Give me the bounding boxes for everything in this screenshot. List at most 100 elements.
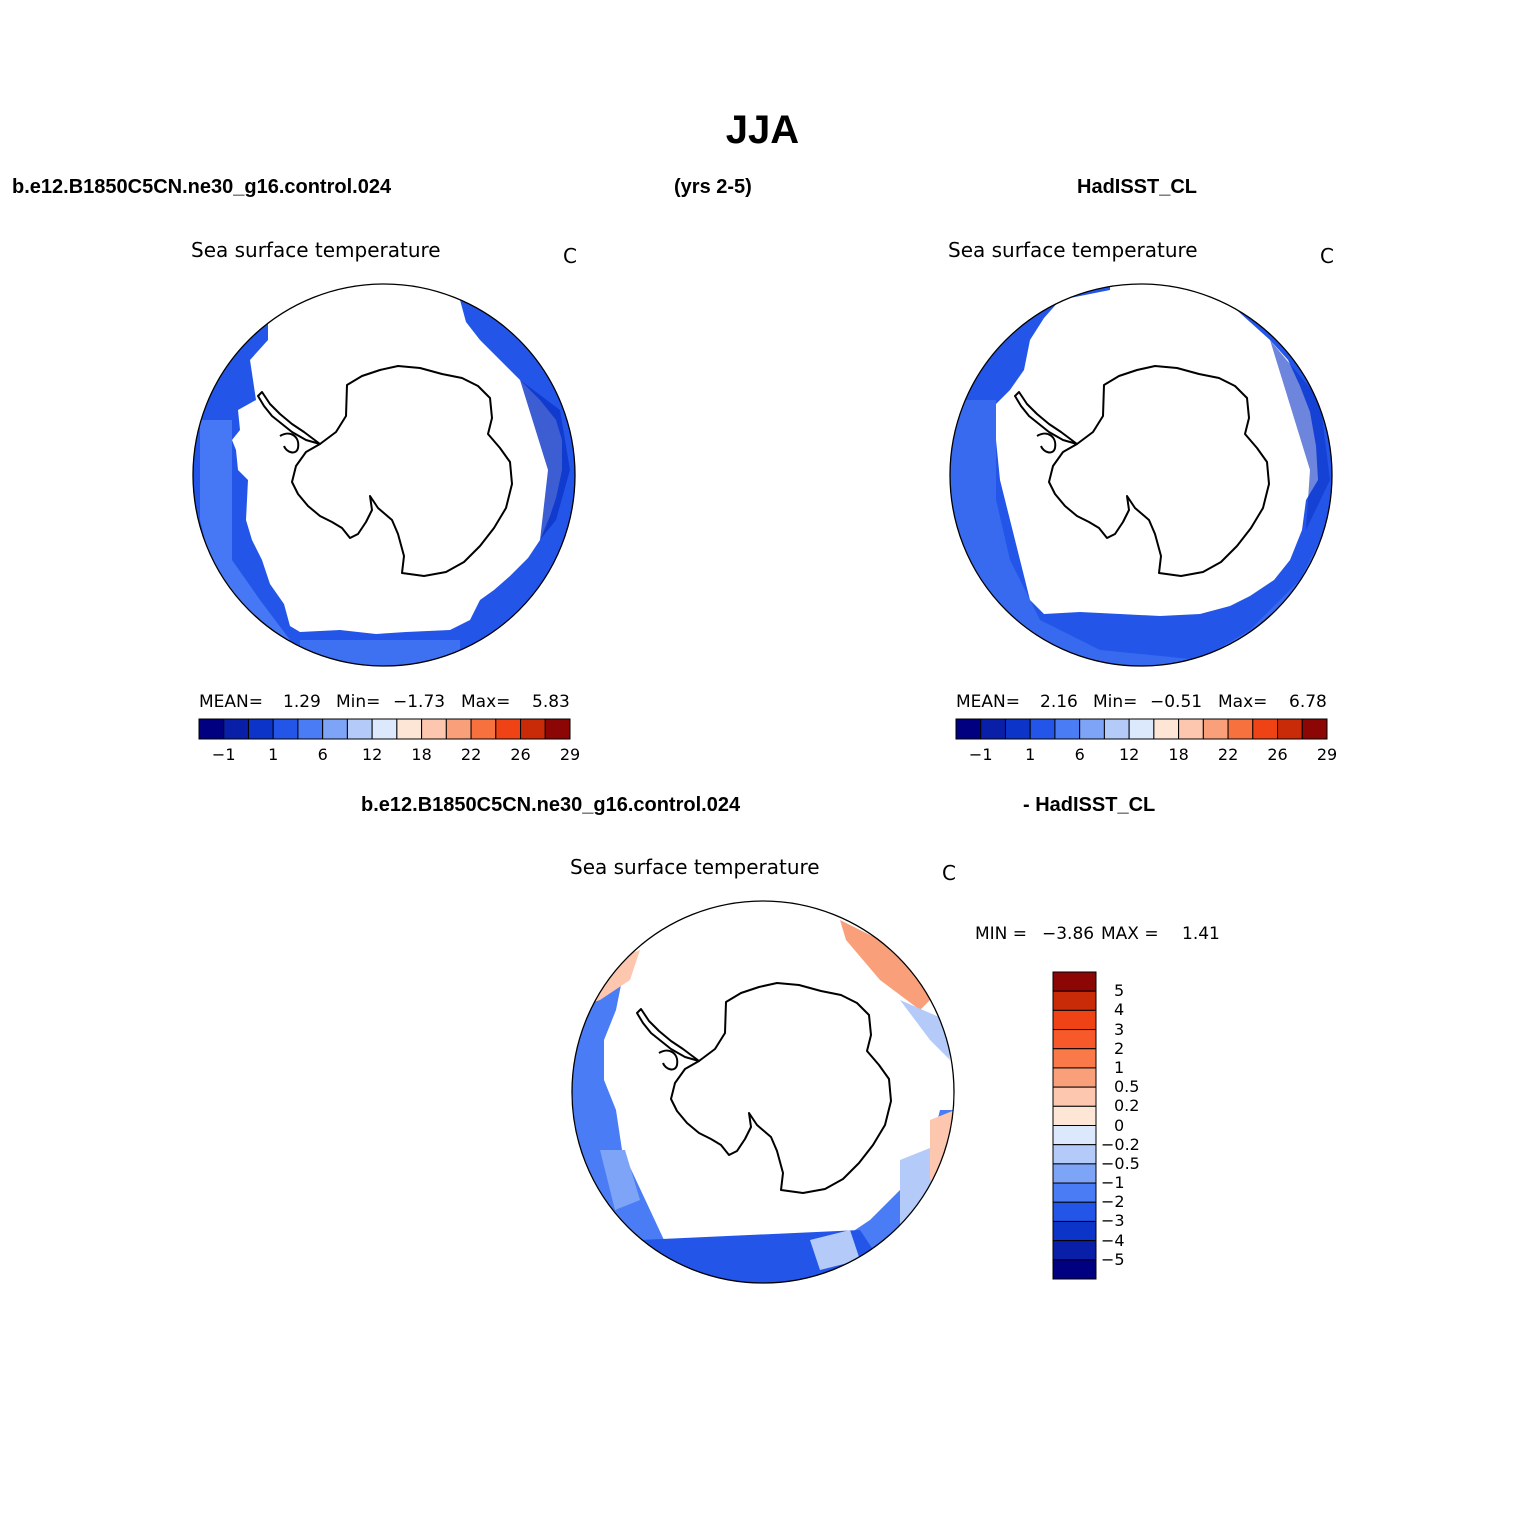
- figure-title: JJA: [725, 108, 800, 152]
- model-colorbar-box: [470, 718, 497, 740]
- diff-colorbar-tick-label: 3: [1114, 1019, 1125, 1039]
- obs-min-value: −0.51: [1150, 692, 1203, 712]
- diff-max-label: MAX =: [1101, 924, 1159, 944]
- model-colorbar: [198, 718, 571, 740]
- diff-colorbar-box: [1052, 1182, 1097, 1203]
- model-colorbar-box: [322, 718, 348, 740]
- obs-colorbar-box: [1079, 718, 1105, 740]
- model-colorbar-box: [520, 718, 546, 740]
- diff-colorbar-box: [1052, 1105, 1097, 1126]
- model-colorbar-box: [371, 718, 398, 740]
- obs-colorbar-box: [980, 718, 1006, 740]
- diff-colorbar-box: [1052, 1009, 1097, 1031]
- obs-colorbar-box: [1252, 718, 1279, 740]
- diff-colorbar-box: [1052, 1067, 1097, 1088]
- model-mean-value: 1.29: [283, 692, 321, 712]
- diff-header-case: b.e12.B1850C5CN.ne30_g16.control.024: [361, 794, 741, 816]
- obs-mean-value: 2.16: [1040, 692, 1078, 712]
- diff-colorbar-box: [1052, 1201, 1097, 1222]
- model-colorbar-box: [421, 718, 447, 740]
- model-min-value: −1.73: [393, 692, 446, 712]
- model-sst-map: [192, 283, 576, 667]
- diff-colorbar-tick-label: 4: [1114, 1000, 1125, 1020]
- model-colorbar-tick-label: 22: [460, 745, 482, 764]
- model-colorbar-box: [495, 718, 522, 740]
- obs-colorbar-tick-label: 18: [1168, 745, 1189, 764]
- diff-colorbar-tick-label: −4: [1101, 1230, 1125, 1250]
- obs-colorbar-box: [1227, 718, 1254, 740]
- header-years: (yrs 2-5): [674, 176, 752, 198]
- obs-colorbar-box: [1029, 718, 1056, 740]
- diff-colorbar-tick-label: 0.2: [1114, 1096, 1140, 1116]
- diff-min-label: MIN =: [975, 924, 1028, 944]
- model-colorbar-box: [297, 718, 324, 740]
- obs-colorbar-box: [955, 718, 982, 740]
- obs-colorbar-box: [1103, 718, 1130, 740]
- obs-colorbar: [955, 718, 1328, 740]
- diff-panel-unit: C: [942, 861, 956, 885]
- model-colorbar-tick-label: 18: [411, 745, 432, 764]
- diff-colorbar: [1052, 971, 1097, 1280]
- diff-colorbar-tick-label: 5: [1114, 981, 1125, 1001]
- obs-colorbar-box: [1128, 718, 1155, 740]
- model-ice-free-ocean: [193, 284, 575, 666]
- model-colorbar-box: [346, 718, 373, 740]
- diff-colorbar-box: [1052, 1163, 1097, 1184]
- diff-colorbar-tick-label: 2: [1114, 1038, 1125, 1058]
- diff-colorbar-box: [1052, 1048, 1097, 1069]
- diff-colorbar-tick-label: −3: [1101, 1211, 1125, 1231]
- obs-colorbar-box: [1178, 718, 1204, 740]
- model-colorbar-box: [272, 718, 299, 740]
- obs-colorbar-box: [1202, 718, 1229, 740]
- obs-min-label: Min=: [1093, 692, 1138, 712]
- diff-colorbar-tick-label: −0.2: [1101, 1134, 1140, 1154]
- obs-colorbar-box: [1004, 718, 1031, 740]
- diff-min-value: −3.86: [1042, 924, 1095, 944]
- model-colorbar-box: [223, 718, 249, 740]
- obs-colorbar-tick-label: 12: [1118, 745, 1140, 764]
- obs-colorbar-tick-label: 26: [1267, 745, 1288, 764]
- model-colorbar-box: [544, 718, 571, 740]
- diff-colorbar-box: [1052, 1220, 1097, 1242]
- obs-sst-map: [949, 283, 1333, 667]
- obs-colorbar-tick-label: 1: [1025, 745, 1036, 764]
- diff-colorbar-box: [1052, 1125, 1097, 1146]
- model-mean-label: MEAN=: [199, 692, 263, 712]
- diff-header-obs: - HadISST_CL: [1023, 794, 1156, 816]
- obs-panel-unit: C: [1320, 244, 1334, 268]
- obs-colorbar-tick-label: 6: [1074, 745, 1085, 764]
- model-colorbar-tick-label: −1: [211, 745, 236, 764]
- model-panel-unit: C: [563, 244, 577, 268]
- model-colorbar-tick-label: 6: [317, 745, 328, 764]
- obs-colorbar-box: [1277, 718, 1303, 740]
- diff-colorbar-box: [1052, 1029, 1097, 1050]
- obs-mean-label: MEAN=: [956, 692, 1020, 712]
- model-max-label: Max=: [461, 692, 511, 712]
- diff-colorbar-tick-label: 0.5: [1114, 1077, 1140, 1097]
- model-colorbar-box: [247, 718, 274, 740]
- diff-colorbar-box: [1052, 990, 1097, 1011]
- diff-colorbar-box: [1052, 971, 1097, 992]
- obs-colorbar-tick-label: 22: [1217, 745, 1239, 764]
- diff-colorbar-box: [1052, 1086, 1097, 1107]
- diff-colorbar-tick-label: 1: [1114, 1057, 1125, 1077]
- diff-sst-map: [571, 900, 955, 1284]
- obs-max-label: Max=: [1218, 692, 1268, 712]
- model-colorbar-box: [396, 718, 423, 740]
- obs-panel-title: Sea surface temperature: [948, 238, 1198, 262]
- diff-colorbar-tick-label: −1: [1101, 1173, 1125, 1193]
- model-colorbar-box: [445, 718, 472, 740]
- model-panel-title: Sea surface temperature: [191, 238, 441, 262]
- header-case-name: b.e12.B1850C5CN.ne30_g16.control.024: [12, 176, 392, 198]
- diff-panel-title: Sea surface temperature: [570, 855, 820, 879]
- diff-colorbar-box: [1052, 1240, 1097, 1261]
- model-colorbar-tick-label: 26: [510, 745, 531, 764]
- obs-colorbar-box: [1054, 718, 1081, 740]
- model-max-value: 5.83: [532, 692, 570, 712]
- obs-colorbar-box: [1153, 718, 1180, 740]
- diff-colorbar-box: [1052, 1144, 1097, 1165]
- obs-colorbar-box: [1301, 718, 1328, 740]
- diff-colorbar-box: [1052, 1259, 1097, 1280]
- model-colorbar-tick-label: 12: [361, 745, 383, 764]
